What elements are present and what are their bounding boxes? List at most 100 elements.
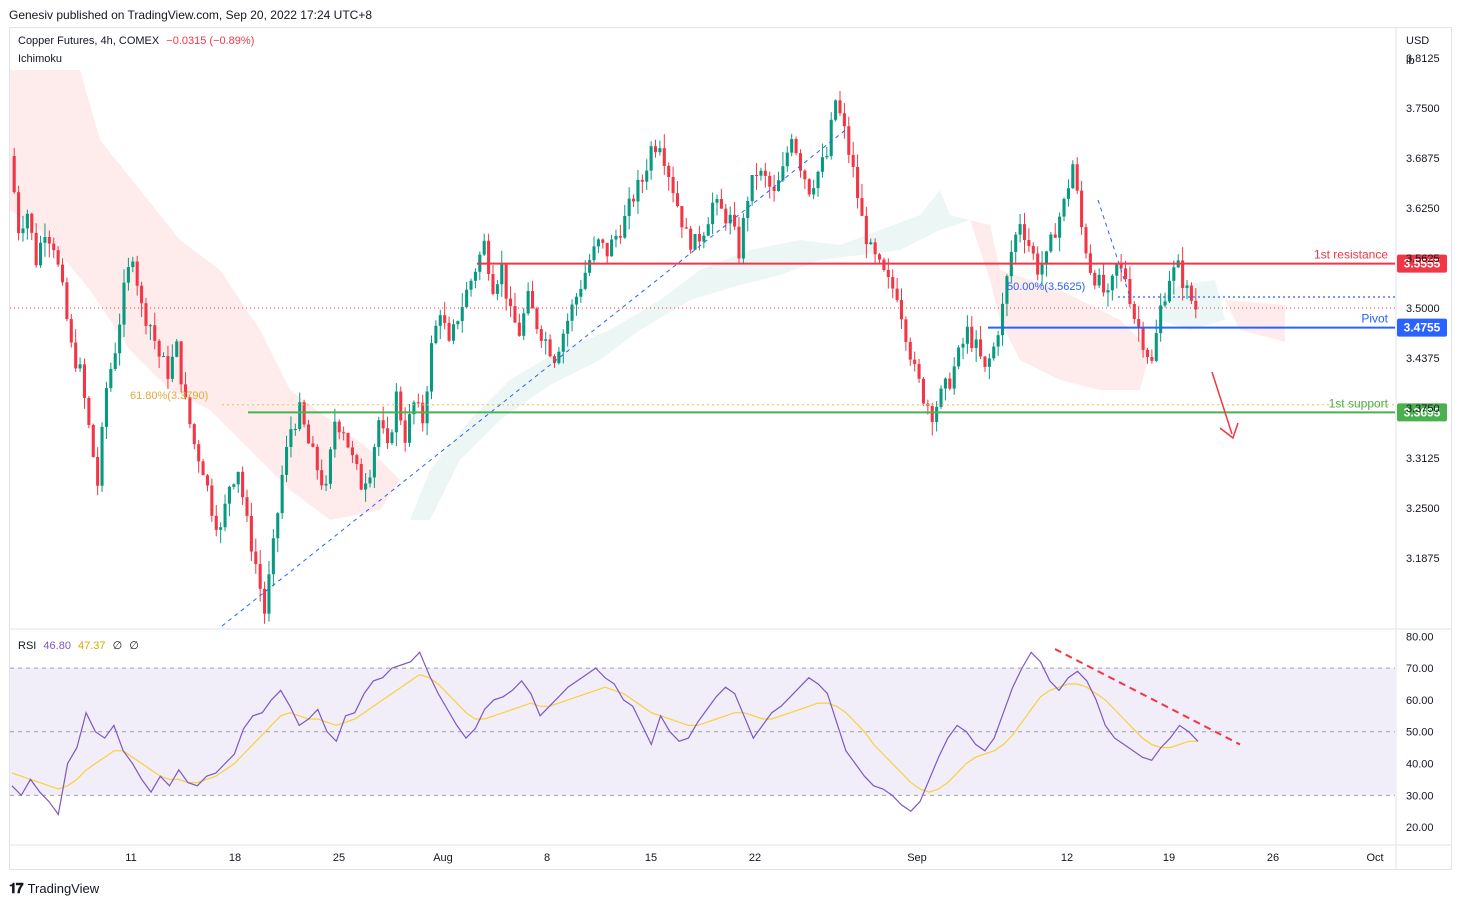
candle-body bbox=[579, 288, 583, 297]
rsi-extra-2: ∅ bbox=[129, 640, 139, 652]
candle-body bbox=[979, 339, 983, 357]
candle-body bbox=[144, 303, 148, 326]
candle-body bbox=[249, 515, 253, 552]
candle-body bbox=[254, 551, 258, 565]
ichimoku-cloud-bearish-2 bbox=[970, 220, 1150, 390]
candle-body bbox=[434, 325, 438, 344]
candle-body bbox=[1018, 224, 1022, 235]
candle-body bbox=[372, 447, 376, 478]
candle-body bbox=[96, 456, 100, 486]
rsi-value: 46.80 bbox=[43, 640, 71, 652]
candle-body bbox=[935, 406, 939, 422]
candle-body bbox=[34, 232, 38, 266]
candle-body bbox=[785, 152, 789, 167]
candle-body bbox=[1150, 357, 1154, 361]
candle-body bbox=[658, 148, 662, 153]
candle-body bbox=[847, 126, 851, 155]
candle-body bbox=[386, 428, 390, 444]
candle-body bbox=[1062, 198, 1066, 217]
rsi-label: RSI bbox=[18, 640, 37, 652]
candle-body bbox=[333, 421, 337, 450]
candle-body bbox=[1022, 224, 1027, 241]
candle-body bbox=[223, 503, 227, 528]
candle-body bbox=[820, 157, 824, 172]
rsi-extra-1: ∅ bbox=[112, 640, 123, 652]
candle-body bbox=[873, 242, 877, 255]
rsi-line bbox=[11, 651, 1199, 816]
candle-body bbox=[60, 264, 65, 283]
level-label-1st-resistance: 1st resistance bbox=[1314, 248, 1388, 262]
candle-body bbox=[43, 236, 47, 243]
price-axis-tick: 3.6250 bbox=[1406, 203, 1440, 215]
candle-body bbox=[1172, 267, 1176, 281]
candle-body bbox=[69, 319, 73, 343]
projection-arrow-head bbox=[1219, 422, 1239, 440]
candle-body bbox=[623, 215, 627, 238]
unit-label: lb bbox=[1406, 55, 1415, 67]
candle-body bbox=[491, 273, 495, 294]
candle-body bbox=[473, 271, 477, 281]
candle-body bbox=[948, 378, 952, 389]
candle-body bbox=[930, 406, 934, 422]
candle-body bbox=[183, 384, 188, 398]
candle-body bbox=[1066, 188, 1070, 199]
rsi-axis-tick: 50.00 bbox=[1406, 727, 1434, 739]
candle-body bbox=[662, 148, 666, 166]
candle-body bbox=[689, 228, 693, 250]
candle-body bbox=[548, 339, 552, 357]
candle-body bbox=[17, 192, 21, 234]
rsi-axis-tick: 30.00 bbox=[1406, 790, 1434, 802]
candle-body bbox=[557, 351, 561, 364]
candle-body bbox=[772, 186, 776, 191]
candle-body bbox=[1093, 272, 1097, 286]
candle-body bbox=[460, 307, 464, 322]
candle-body bbox=[882, 259, 886, 271]
price-axis-tick: 3.3125 bbox=[1406, 453, 1440, 465]
candle-body bbox=[359, 463, 363, 490]
candle-body bbox=[328, 449, 333, 484]
price-tag bbox=[1397, 254, 1447, 273]
candle-body bbox=[517, 322, 521, 336]
candle-body bbox=[724, 208, 728, 224]
candle-body bbox=[987, 358, 991, 367]
price-axis-tick: 3.5625 bbox=[1406, 253, 1440, 265]
candle-body bbox=[649, 146, 653, 171]
tradingview-logo[interactable]: 𝟏𝟕 TradingView bbox=[9, 880, 99, 897]
candle-body bbox=[741, 218, 745, 259]
candle-body bbox=[1181, 260, 1185, 288]
candle-body bbox=[236, 471, 240, 485]
candle-body bbox=[970, 326, 974, 349]
candle-body bbox=[113, 353, 117, 369]
rsi-legend[interactable]: RSI 46.80 47.37 ∅ ∅ bbox=[18, 639, 143, 652]
candle-body bbox=[776, 180, 781, 191]
candle-body bbox=[487, 240, 491, 274]
price-tag-text: 3.5555 bbox=[1404, 257, 1441, 271]
candle-body bbox=[12, 156, 16, 193]
candle-body bbox=[943, 378, 947, 389]
candle-body bbox=[197, 444, 201, 462]
candle-body bbox=[126, 267, 130, 283]
candle-body bbox=[711, 202, 715, 225]
candle-body bbox=[1185, 285, 1189, 288]
tradingview-logo-icon: 𝟏𝟕 bbox=[9, 880, 24, 896]
candle-body bbox=[574, 296, 578, 305]
rsi-axis-tick: 70.00 bbox=[1406, 663, 1434, 675]
candle-body bbox=[561, 333, 565, 352]
candle-body bbox=[153, 325, 157, 341]
candle-body bbox=[179, 341, 183, 385]
candle-body bbox=[671, 177, 675, 194]
rsi-trendline bbox=[1054, 648, 1241, 746]
candle-body bbox=[702, 235, 706, 242]
candle-body bbox=[895, 288, 899, 301]
level-label-1st-support: 1st support bbox=[1329, 396, 1389, 410]
time-axis-tick: 25 bbox=[333, 852, 345, 864]
candle-body bbox=[640, 179, 644, 182]
time-axis-tick: 11 bbox=[125, 852, 136, 864]
indicator-legend[interactable]: Ichimoku bbox=[18, 53, 66, 65]
symbol-legend[interactable]: Copper Futures, 4h, COMEX −0.0315 (−0.89… bbox=[18, 35, 258, 47]
chart-frame[interactable] bbox=[9, 27, 1452, 870]
candle-body bbox=[355, 455, 359, 464]
candle-body bbox=[1071, 164, 1075, 189]
candle-body bbox=[759, 170, 763, 176]
